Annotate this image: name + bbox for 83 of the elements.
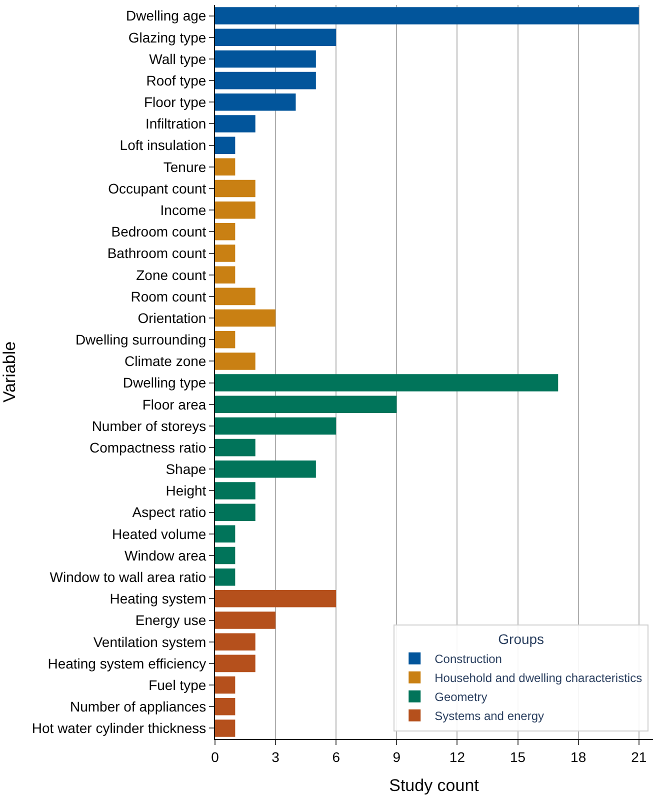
y-tick-label: Infiltration <box>145 116 206 132</box>
y-tick-label: Bathroom count <box>107 245 206 262</box>
bar <box>215 330 236 348</box>
x-tick-label: 12 <box>449 748 466 765</box>
legend-label: Systems and energy <box>434 709 544 724</box>
y-tick-label: Bedroom count <box>111 224 206 240</box>
bar <box>215 50 316 68</box>
bar <box>215 482 256 500</box>
y-tick-label: Fuel type <box>148 676 206 693</box>
bar <box>215 115 256 132</box>
y-tick-label: Wall type <box>149 50 206 67</box>
bar <box>215 244 236 262</box>
bar <box>215 72 316 90</box>
y-tick-label: Room count <box>130 288 206 304</box>
bar <box>215 698 236 716</box>
x-tick-label: 3 <box>272 748 280 765</box>
y-tick-label: Floor type <box>144 94 206 110</box>
bar <box>215 352 256 370</box>
x-tick-label: 15 <box>510 748 526 765</box>
y-tick-label: Roof type <box>146 72 206 88</box>
legend-label: Geometry <box>434 690 488 704</box>
y-tick-label: Aspect ratio <box>132 504 206 520</box>
bar <box>215 374 558 392</box>
y-tick-label: Glazing type <box>128 29 206 46</box>
y-tick-label: Income <box>160 202 206 218</box>
y-tick-label: Hot water cylinder thickness <box>32 720 206 736</box>
y-tick-label: Occupant count <box>108 180 206 196</box>
x-tick-label: 18 <box>570 748 586 765</box>
x-tick-label: 21 <box>631 748 647 765</box>
bar <box>215 266 236 284</box>
y-tick-label: Orientation <box>138 310 206 326</box>
y-tick-label: Floor area <box>142 396 206 412</box>
legend-label: Construction <box>434 652 502 666</box>
y-tick-label: Compactness ratio <box>89 439 206 456</box>
y-tick-label: Heating system efficiency <box>48 655 206 672</box>
bar <box>215 309 276 327</box>
bar <box>215 633 256 650</box>
bar <box>215 612 276 629</box>
y-axis-title: Variable <box>0 341 19 403</box>
bar <box>215 417 336 435</box>
bar <box>215 180 256 198</box>
bar <box>215 158 236 176</box>
y-tick-label: Dwelling type <box>122 374 206 391</box>
y-tick-label: Height <box>166 482 206 499</box>
y-tick-label: Heating system <box>110 590 206 607</box>
legend-label: Household and dwelling characteristics <box>434 671 642 686</box>
bar <box>215 676 236 694</box>
y-tick-label: Loft insulation <box>120 137 206 154</box>
bar <box>215 590 336 608</box>
legend-title: Groups <box>498 630 544 647</box>
y-tick-label: Window area <box>124 547 206 564</box>
bar <box>215 28 336 46</box>
bar <box>215 546 236 564</box>
bar <box>215 525 236 543</box>
y-tick-label: Dwelling surrounding <box>75 332 206 348</box>
y-tick-label: Ventilation system <box>93 634 206 650</box>
x-axis-title: Study count <box>389 776 480 796</box>
bar <box>215 460 316 478</box>
bar <box>215 438 256 456</box>
x-tick-label: 9 <box>392 748 401 765</box>
x-tick-label: 0 <box>211 748 220 765</box>
x-tick-label: 6 <box>332 748 340 765</box>
bar <box>215 136 236 154</box>
bar <box>215 288 256 306</box>
y-tick-label: Climate zone <box>124 353 206 370</box>
bar <box>215 568 236 586</box>
y-tick-label: Energy use <box>135 612 206 628</box>
bar <box>215 7 639 24</box>
y-tick-label: Zone count <box>136 266 206 283</box>
y-tick-label: Number of storeys <box>92 418 206 434</box>
bar <box>215 223 236 240</box>
y-tick-label: Dwelling age <box>126 8 206 24</box>
y-tick-label: Heated volume <box>112 526 206 542</box>
bar <box>215 504 256 521</box>
y-tick-label: Number of appliances <box>70 698 206 715</box>
y-tick-label: Window to wall area ratio <box>50 568 206 585</box>
bar <box>215 654 256 672</box>
bar <box>215 396 397 414</box>
y-tick-label: Shape <box>166 461 206 478</box>
y-tick-label: Tenure <box>163 158 206 175</box>
bar <box>215 94 296 111</box>
bar <box>215 201 256 219</box>
bar <box>215 720 236 737</box>
